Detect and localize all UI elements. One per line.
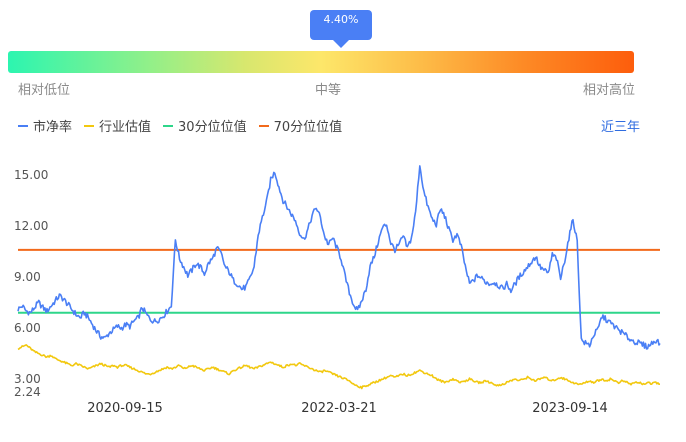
series-line-pb	[17, 165, 661, 350]
series-line-industry	[17, 344, 660, 390]
percentile-marker: 4.40%	[310, 10, 372, 48]
y-tick-label: 2.24	[14, 385, 41, 399]
y-tick-label: 12.00	[14, 219, 48, 233]
legend-swatch-pb	[18, 124, 28, 127]
legend-swatch-p70	[258, 124, 269, 127]
y-tick-label: 15.00	[14, 168, 48, 182]
percentile-value: 4.40%	[323, 13, 359, 26]
percentile-gradient-bar	[8, 51, 634, 73]
x-axis-ticks: 2020-09-15 2022-03-21 2023-09-14	[87, 401, 608, 416]
period-selector[interactable]: 近三年	[600, 120, 640, 135]
y-tick-label: 6.00	[14, 321, 41, 335]
legend-label-p30: 30分位位值	[178, 120, 247, 135]
scale-high-label: 相对高位	[583, 83, 636, 98]
legend-item-p30[interactable]: 30分位位值	[163, 116, 247, 135]
x-tick-label: 2023-09-14	[532, 401, 608, 416]
legend-label-industry: 行业估值	[99, 120, 152, 135]
scale-low-label: 相对低位	[18, 83, 71, 98]
series-lines	[17, 165, 661, 390]
x-tick-label: 2020-09-15	[87, 401, 163, 416]
legend-swatch-p30	[163, 124, 174, 127]
percentile-lines	[18, 248, 660, 314]
legend-label-pb: 市净率	[33, 120, 73, 135]
legend-swatch-industry	[84, 124, 95, 127]
scale-mid-label: 中等	[315, 83, 342, 98]
legend-item-industry[interactable]: 行业估值	[84, 116, 151, 135]
legend-label-p70: 70分位位值	[273, 120, 343, 135]
legend-item-p70[interactable]: 70分位位值	[258, 116, 343, 135]
y-axis-ticks: 2.243.00 6.00 9.00 12.00 15.00	[14, 168, 48, 399]
chart-legend: 市净率 行业估值 30分位位值 70分位位值	[18, 116, 354, 135]
y-tick-label: 3.00	[14, 372, 41, 386]
legend-item-pb[interactable]: 市净率	[18, 116, 72, 135]
x-tick-label: 2022-03-21	[301, 401, 377, 416]
y-tick-label: 9.00	[14, 270, 41, 284]
